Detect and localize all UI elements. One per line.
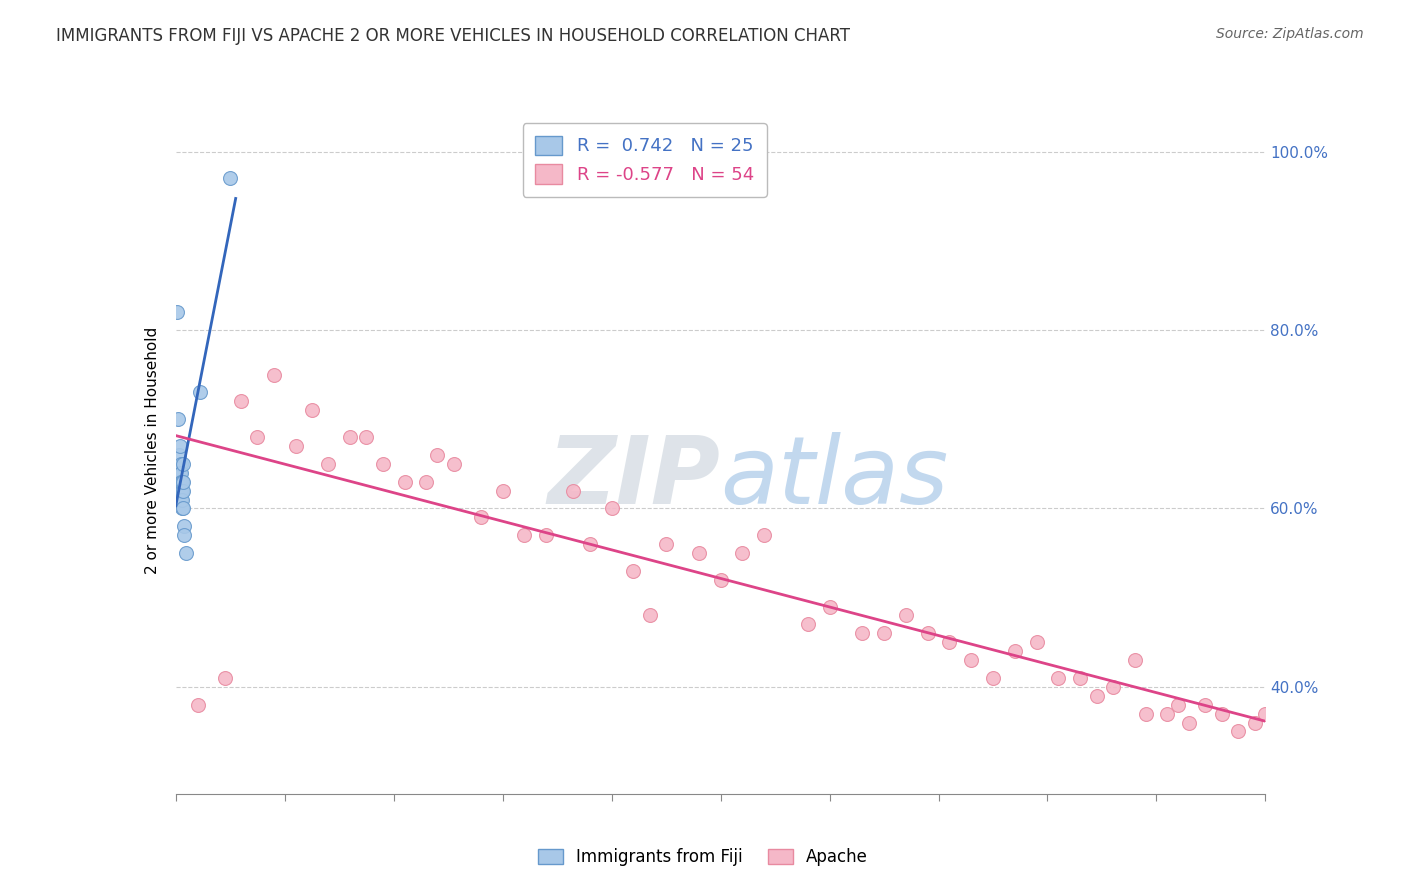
Point: [172, 501, 194, 516]
Point: [231, 394, 253, 409]
Point: [1069, 671, 1091, 685]
Point: [246, 430, 269, 444]
Point: [443, 457, 465, 471]
Point: [169, 483, 191, 498]
Point: [284, 439, 307, 453]
Point: [1047, 671, 1070, 685]
Point: [170, 466, 193, 480]
Point: [169, 475, 191, 489]
Point: [170, 492, 193, 507]
Point: [960, 653, 983, 667]
Point: [917, 626, 939, 640]
Point: [513, 528, 536, 542]
Point: [356, 430, 378, 444]
Point: [188, 385, 211, 400]
Point: [415, 475, 437, 489]
Point: [318, 457, 340, 471]
Point: [797, 617, 820, 632]
Point: [655, 537, 678, 551]
Point: [301, 403, 323, 417]
Point: [263, 368, 285, 382]
Point: [1025, 635, 1047, 649]
Point: [981, 671, 1004, 685]
Point: [170, 501, 193, 516]
Point: [166, 305, 188, 319]
Point: [873, 626, 896, 640]
Y-axis label: 2 or more Vehicles in Household: 2 or more Vehicles in Household: [145, 326, 160, 574]
Point: [938, 635, 960, 649]
Legend: Immigrants from Fiji, Apache: Immigrants from Fiji, Apache: [530, 840, 876, 875]
Point: [186, 698, 209, 712]
Point: [172, 475, 194, 489]
Point: [174, 546, 197, 560]
Point: [470, 510, 492, 524]
Point: [219, 171, 242, 186]
Point: [621, 564, 644, 578]
Point: [894, 608, 917, 623]
Point: [172, 475, 194, 489]
Point: [167, 412, 190, 426]
Point: [167, 466, 190, 480]
Point: [492, 483, 515, 498]
Point: [754, 528, 776, 542]
Point: [688, 546, 710, 560]
Point: [562, 483, 585, 498]
Point: [173, 528, 195, 542]
Point: [579, 537, 602, 551]
Point: [426, 448, 449, 462]
Point: [534, 528, 557, 542]
Point: [173, 519, 195, 533]
Point: [394, 475, 416, 489]
Point: [1135, 706, 1157, 721]
Point: [1167, 698, 1189, 712]
Point: [172, 457, 194, 471]
Point: [818, 599, 841, 614]
Point: [214, 671, 236, 685]
Point: [1123, 653, 1146, 667]
Point: [169, 457, 191, 471]
Point: [731, 546, 754, 560]
Point: [1254, 706, 1277, 721]
Legend: R =  0.742   N = 25, R = -0.577   N = 54: R = 0.742 N = 25, R = -0.577 N = 54: [523, 123, 766, 197]
Point: [169, 466, 191, 480]
Point: [600, 501, 623, 516]
Point: [1227, 724, 1250, 739]
Text: ZIP: ZIP: [548, 432, 721, 524]
Text: Source: ZipAtlas.com: Source: ZipAtlas.com: [1216, 27, 1364, 41]
Point: [1156, 706, 1178, 721]
Point: [1194, 698, 1216, 712]
Point: [1102, 680, 1125, 694]
Point: [1004, 644, 1026, 658]
Point: [371, 457, 394, 471]
Point: [638, 608, 661, 623]
Point: [1243, 715, 1265, 730]
Point: [710, 573, 733, 587]
Text: atlas: atlas: [721, 433, 949, 524]
Point: [172, 492, 194, 507]
Point: [339, 430, 361, 444]
Point: [167, 448, 190, 462]
Point: [172, 483, 194, 498]
Point: [1085, 689, 1108, 703]
Point: [170, 483, 193, 498]
Point: [170, 475, 193, 489]
Point: [169, 439, 191, 453]
Point: [1211, 706, 1233, 721]
Text: IMMIGRANTS FROM FIJI VS APACHE 2 OR MORE VEHICLES IN HOUSEHOLD CORRELATION CHART: IMMIGRANTS FROM FIJI VS APACHE 2 OR MORE…: [56, 27, 851, 45]
Point: [851, 626, 873, 640]
Point: [1178, 715, 1201, 730]
